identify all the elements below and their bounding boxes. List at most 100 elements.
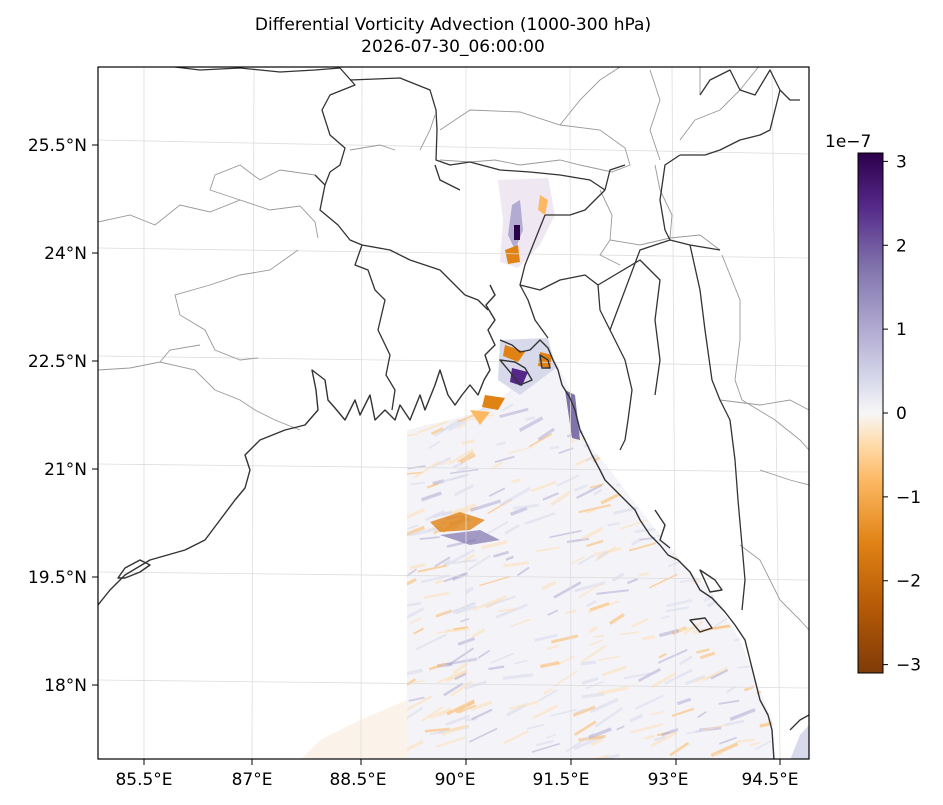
national-borders <box>174 67 809 731</box>
vorticity-streak <box>407 433 418 437</box>
lat-label-24: 24°N <box>44 244 87 264</box>
vorticity-streak <box>528 433 553 448</box>
vorticity-streak <box>461 439 476 446</box>
vorticity-streak <box>613 505 643 515</box>
vorticity-streak <box>510 506 528 516</box>
vorticity-streak <box>697 711 707 719</box>
vorticity-streak <box>407 668 423 677</box>
vorticity-streak <box>588 639 603 647</box>
vorticity-streak <box>532 704 559 720</box>
vorticity-streak <box>409 562 426 570</box>
vorticity-streak <box>407 601 421 608</box>
vorticity-streak <box>456 422 467 430</box>
vorticity-streak <box>573 483 588 492</box>
vorticity-streak <box>486 520 509 535</box>
vorticity-streak <box>573 720 597 737</box>
vorticity-streak <box>524 512 556 525</box>
vorticity-streak <box>440 459 452 467</box>
vorticity-streak <box>578 503 611 514</box>
vorticity-streak <box>666 599 693 608</box>
vorticity-streak <box>588 625 598 634</box>
vorticity-streak <box>472 597 501 612</box>
vorticity-streak <box>488 665 505 671</box>
vorticity-streak <box>669 741 690 757</box>
vorticity-streak <box>419 536 440 541</box>
vorticity-streak <box>407 706 424 721</box>
vorticity-streak <box>585 680 604 690</box>
longitude-labels: 85.5°E 87°E 88.5°E 90°E 91.5°E 93°E 94.5… <box>115 759 799 790</box>
vorticity-streak <box>498 607 515 613</box>
vorticity-streak <box>465 658 477 663</box>
vorticity-streak <box>433 418 460 438</box>
lon-label-90: 90°E <box>435 770 476 790</box>
vorticity-streak <box>431 456 452 469</box>
vorticity-streak <box>430 427 444 436</box>
vorticity-streak <box>417 420 449 434</box>
vorticity-streak <box>408 526 443 537</box>
vorticity-streak <box>589 483 605 489</box>
vorticity-streak <box>574 708 586 714</box>
vorticity-streak <box>754 739 772 751</box>
vorticity-streak <box>585 509 596 514</box>
vorticity-streak <box>699 651 716 660</box>
vorticity-streak <box>470 700 492 712</box>
vorticity-streak <box>452 602 476 615</box>
vorticity-streak <box>438 709 452 717</box>
vorticity-streak <box>503 561 529 568</box>
vorticity-streak <box>678 655 693 666</box>
vorticity-streak <box>453 484 475 497</box>
vorticity-streak <box>676 697 692 706</box>
vorticity-streak <box>471 708 493 721</box>
lon-label-91-5: 91.5°E <box>532 770 589 790</box>
vorticity-streak <box>446 699 476 716</box>
vorticity-streak <box>435 609 453 618</box>
vorticity-streak <box>513 503 540 510</box>
vorticity-streak <box>538 689 558 702</box>
lon-label-87: 87°E <box>232 770 273 790</box>
vorticity-streak <box>449 473 468 481</box>
vorticity-streak <box>501 403 514 412</box>
vorticity-streak <box>503 730 530 745</box>
vorticity-streak <box>602 665 627 677</box>
vorticity-streak <box>631 537 642 546</box>
vorticity-streak <box>445 714 470 726</box>
vorticity-streak <box>448 419 467 432</box>
vorticity-streak <box>650 730 678 748</box>
vorticity-streak <box>550 445 560 450</box>
vorticity-streak <box>616 725 625 731</box>
vorticity-streak <box>499 407 529 419</box>
vorticity-streak <box>407 508 426 522</box>
vorticity-streak <box>540 660 560 669</box>
vorticity-streak <box>445 669 468 683</box>
vorticity-streak <box>718 699 740 705</box>
vorticity-streak <box>436 736 466 748</box>
vorticity-streak <box>407 678 417 688</box>
lon-label-88-5: 88.5°E <box>329 770 386 790</box>
vorticity-streak <box>442 558 452 567</box>
colorbar-tick-label: 3 <box>896 152 907 172</box>
vorticity-streak <box>729 708 756 721</box>
vorticity-streak <box>496 441 507 446</box>
vorticity-streak <box>587 600 620 614</box>
vorticity-streak <box>630 618 649 628</box>
colorbar-tick-label: 1 <box>896 320 907 340</box>
lat-label-21: 21°N <box>44 460 87 480</box>
vorticity-streak <box>493 550 510 558</box>
vorticity-streak <box>600 492 621 505</box>
map-panel <box>98 67 809 759</box>
vorticity-streak <box>407 695 433 713</box>
latitude-labels: 25.5°N 24°N 22.5°N 21°N 19.5°N 18°N <box>28 136 98 696</box>
vorticity-streak <box>424 727 450 733</box>
vorticity-streak <box>434 556 451 568</box>
map-title: Differential Vorticity Advection (1000-3… <box>255 15 651 35</box>
vorticity-streak <box>684 674 706 686</box>
vorticity-streak <box>407 524 419 530</box>
vorticity-streak <box>516 566 530 577</box>
vorticity-streak <box>455 724 468 731</box>
vorticity-streak <box>550 490 572 507</box>
vorticity-streak <box>464 680 487 690</box>
vorticity-streak <box>470 499 502 512</box>
vorticity-streak <box>450 468 479 475</box>
vorticity-streak <box>719 736 738 745</box>
vorticity-streak <box>426 482 439 489</box>
